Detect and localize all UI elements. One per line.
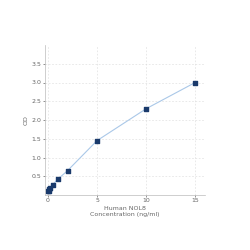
Point: [56, 177, 60, 181]
Point: [95, 138, 99, 142]
Point: [66, 168, 70, 172]
Y-axis label: OD: OD: [24, 115, 29, 125]
Point: [51, 182, 55, 186]
Point: [46, 188, 50, 192]
Point: [48, 186, 52, 190]
Point: [193, 80, 197, 84]
Point: [47, 188, 51, 192]
X-axis label: Human NOL8
Concentration (ng/ml): Human NOL8 Concentration (ng/ml): [90, 206, 160, 217]
Point: [144, 107, 148, 111]
Point: [46, 189, 50, 193]
